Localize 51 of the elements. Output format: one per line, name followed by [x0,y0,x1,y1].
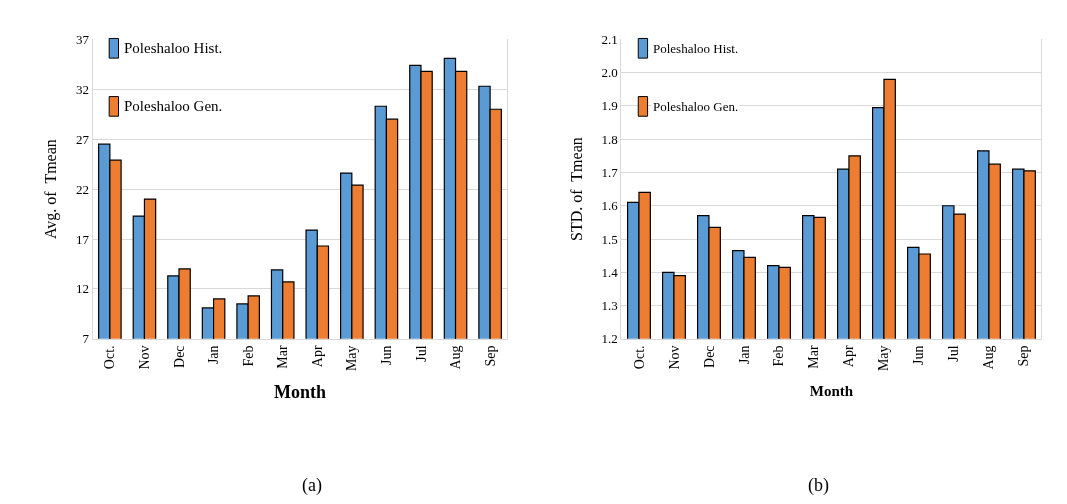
y-axis-title: STD. of Tmean [567,137,585,241]
y-tick-label: 1.2 [601,331,618,347]
x-tick-label: Dec [701,345,717,368]
x-tick-label: Mar [806,345,822,369]
legend-label: Poleshaloo Hist. [653,41,739,56]
y-tick-label: 1.7 [601,165,619,181]
y-tick-label: 1.9 [601,98,618,114]
x-axis-title: Month [809,383,854,400]
x-tick-label: Mar [275,345,291,369]
y-tick-label: 32 [75,81,89,97]
x-tick-label: Apr [841,345,857,368]
y-tick-label: 1.5 [601,231,618,247]
x-tick-label: Oct. [102,345,118,370]
y-tick-label: 2.1 [601,31,618,47]
y-tick-label: 17 [75,231,90,247]
x-tick-label: Feb [240,345,256,367]
x-tick-label: Nov [666,345,682,370]
legend-label: Poleshaloo Hist. [124,40,223,56]
x-tick-label: Aug [981,345,997,370]
x-tick-label: Jan [736,345,752,365]
y-tick-label: 2.0 [601,65,618,81]
y-tick-label: 27 [75,131,90,147]
x-tick-label: Jan [206,345,222,365]
x-tick-label: May [344,345,360,372]
x-tick-label: Feb [771,345,787,367]
x-axis-title: Month [273,382,326,403]
x-tick-label: Jun [911,345,927,365]
x-tick-label: Dec [171,345,187,368]
y-tick-label: 12 [75,281,89,297]
y-axis-title: Avg. of Tmean [41,139,60,240]
y-tick-label: 22 [75,181,89,197]
legend-label: Poleshaloo Gen. [124,98,223,114]
y-tick-label: 1.3 [601,298,618,314]
x-tick-label: Nov [136,345,152,370]
y-tick-label: 1.8 [601,131,618,147]
x-tick-label: May [876,345,892,372]
text: (b) [808,475,829,496]
x-tick-label: Apr [309,345,325,368]
text: (a) [302,475,322,496]
y-tick-label: 7 [82,331,90,347]
y-tick-label: 1.4 [601,264,619,280]
y-tick-label: 37 [75,31,90,47]
x-tick-label: Jul [946,345,962,362]
x-tick-label: Sep [482,345,498,367]
x-tick-label: Sep [1016,345,1032,367]
x-tick-label: Jun [378,345,394,365]
y-tick-label: 1.6 [601,198,619,214]
legend-label: Poleshaloo Gen. [653,99,739,114]
x-tick-label: Oct. [631,345,647,370]
x-tick-label: Jul [413,345,429,362]
x-tick-label: Aug [448,345,464,370]
